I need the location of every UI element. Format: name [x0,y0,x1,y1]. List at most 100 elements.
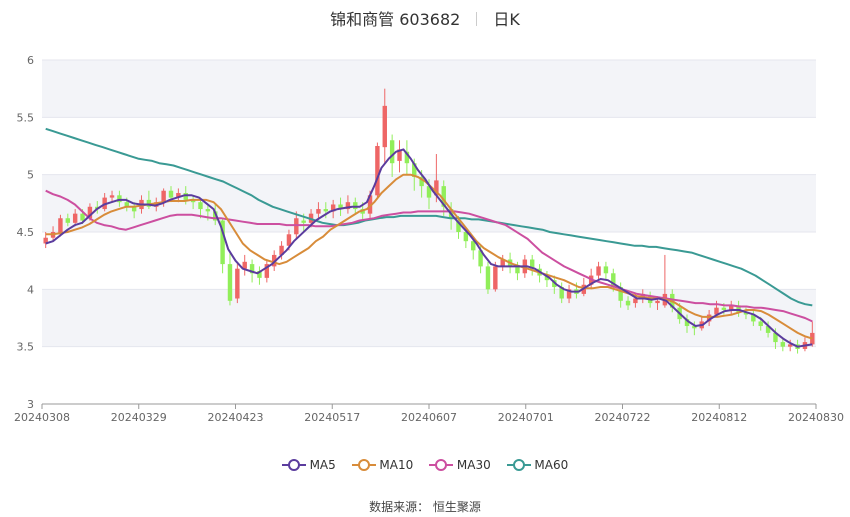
candle-body [264,264,270,278]
stock-name: 锦和商管 603682 [330,10,461,29]
data-source: 数据来源： 恒生聚源 [369,500,481,514]
candle-body [529,259,535,269]
ma60-line [45,127,813,307]
candle-body [566,289,572,299]
candle-body [43,237,48,244]
candle-body [190,199,196,203]
x-tick-label: 20240329 [111,411,167,424]
x-tick-label: 20240607 [401,411,457,424]
y-tick-label: 5 [27,169,34,182]
candle-body [117,195,122,203]
candle-body [500,259,505,267]
candle-body [633,298,638,304]
candle-body [773,332,778,343]
x-tick-label: 20240830 [788,411,844,424]
candle-body [353,202,358,210]
y-tick-label: 5.5 [17,111,35,124]
candle-body [765,326,771,333]
candle-body [109,195,115,198]
legend-label-ma5: MA5 [309,458,336,472]
candle-body [286,234,292,246]
candle-body [743,312,749,315]
candle-body [176,193,181,198]
candle-body [65,218,71,223]
legend-label-ma10: MA10 [379,458,414,472]
legend-ma10-icon [351,459,376,471]
candle-body [213,211,218,221]
candle-body [655,300,660,304]
candle-body [124,202,129,207]
candle-body [736,305,741,313]
x-tick-label: 20240812 [691,411,747,424]
candle-body [434,180,439,196]
candle-body [345,202,351,210]
candle-body [367,195,373,214]
candle-body [412,163,417,177]
period-label: 日K [493,10,520,29]
candle-body [227,264,233,301]
candle-body [80,213,85,221]
candle-body [294,218,299,235]
legend-item-ma5[interactable]: MA5 [281,458,336,472]
candle-body [441,186,446,207]
x-tick-label: 20240701 [498,411,554,424]
x-tick-label: 20240308 [14,411,70,424]
candle-body [706,314,712,322]
candle-body [249,264,255,274]
candle-body [183,193,188,200]
legend-ma30-icon [429,459,454,471]
y-tick-label: 3 [27,398,34,411]
candle-body [618,287,623,301]
y-tick-label: 3.5 [17,341,35,354]
candle-body [625,300,631,306]
candle-body [751,314,756,322]
candle-body [559,287,564,299]
candle-body [419,176,424,187]
legend-ma5-icon [281,459,306,471]
title-separator [476,12,478,26]
candlestick-chart: 3 3.5 4 4.5 5 5.5 6 20240308 20240329 20240423 202… [14,54,844,424]
candle-body [684,319,690,327]
candle-body [382,105,387,148]
candle-body [596,266,601,276]
y-tick-label: 4 [27,283,34,296]
candle-body [220,220,225,265]
legend-ma60-icon [506,459,531,471]
candle-body [397,149,402,161]
candle-body [375,146,380,196]
x-tick-label: 20240722 [595,411,651,424]
legend-item-ma30[interactable]: MA30 [429,458,491,472]
y-tick-label: 4.5 [17,226,35,239]
legend-label-ma30: MA30 [456,458,491,472]
grid-band [42,60,816,118]
grid-band [42,289,816,347]
candle-body [456,220,461,232]
candle-body [72,213,78,223]
candle-body [131,206,137,212]
candle-body [87,206,93,219]
candle-body [257,270,262,278]
candle-body [279,245,284,255]
candle-body [810,332,815,345]
candle-body [485,266,491,290]
candle-body [323,209,329,212]
legend-item-ma10[interactable]: MA10 [351,458,414,472]
candle-body [611,273,616,288]
chart-title: 锦和商管 603682 日K [0,6,850,30]
chart-legend: MA5 MA10 MA30 MA60 [0,458,850,472]
candle-body [58,218,63,235]
x-tick-label: 20240517 [304,411,360,424]
candle-body [161,190,166,203]
legend-label-ma60: MA60 [534,458,569,472]
candle-body [780,342,786,347]
candle-body [729,305,734,310]
candle-body [544,275,550,281]
candle-body [721,307,727,310]
candle-body [692,326,697,329]
candle-body [242,261,247,269]
candle-body [316,209,321,214]
legend-item-ma60[interactable]: MA60 [506,458,569,472]
candle-body [198,202,203,210]
candle-body [205,209,211,212]
candle-body [404,151,410,164]
